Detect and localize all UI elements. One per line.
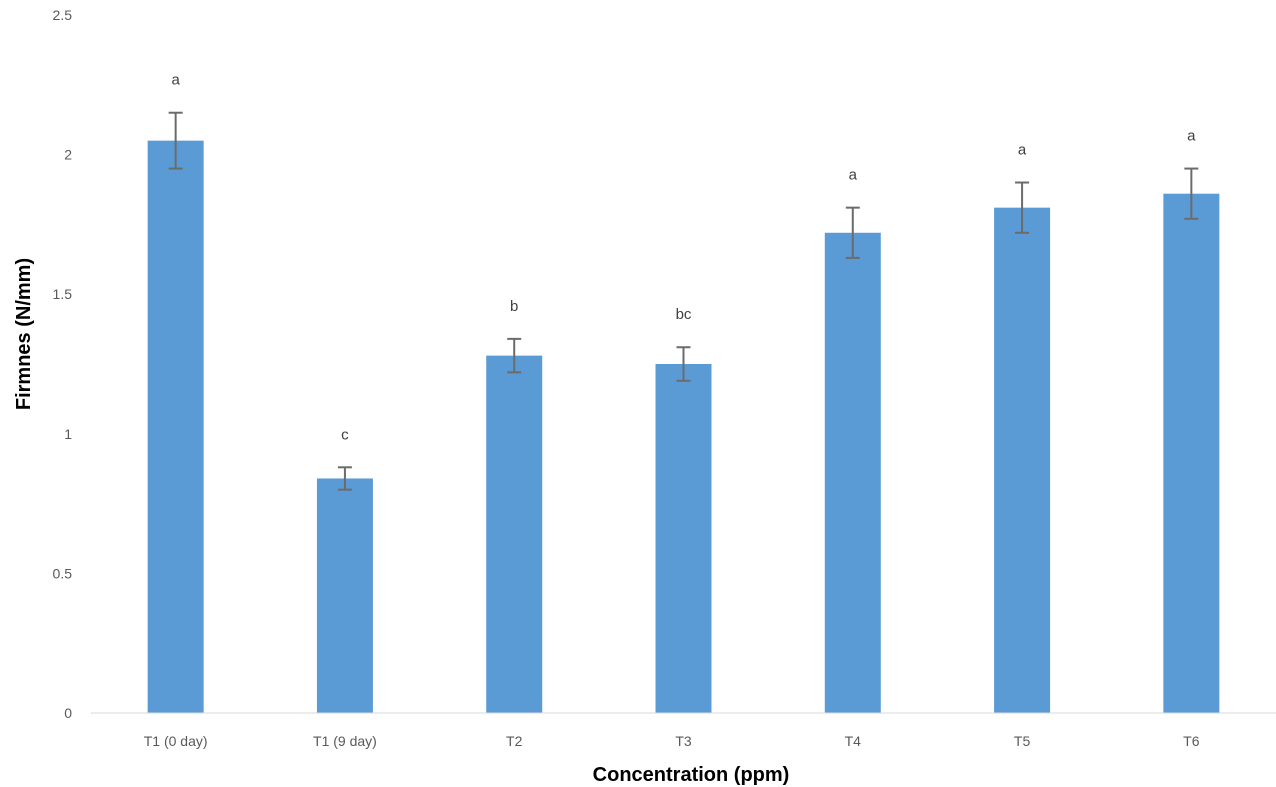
significance-labels: a c b bc a a a	[171, 72, 1196, 444]
y-tick-label: 1	[64, 426, 72, 442]
y-tick-label: 0	[64, 705, 72, 721]
significance-label: a	[171, 72, 180, 89]
significance-label: a	[1018, 142, 1027, 159]
significance-label: a	[849, 167, 858, 184]
bar	[316, 478, 373, 713]
x-tick-label: T2	[506, 733, 523, 749]
significance-label: b	[510, 298, 518, 315]
y-tick-label: 2	[64, 147, 72, 163]
y-tick-label: 1.5	[53, 286, 73, 302]
error-bar	[507, 337, 522, 374]
x-axis-ticks: T1 (0 day) T1 (9 day) T2 T3 T4 T5 T6	[144, 733, 1200, 749]
y-axis-ticks: 0 0.5 1 1.5 2 2.5	[53, 7, 73, 721]
x-axis-title: Concentration (ppm)	[593, 764, 790, 786]
y-tick-label: 0.5	[53, 565, 73, 581]
error-bar	[676, 346, 691, 382]
significance-label: bc	[676, 306, 692, 323]
x-tick-label: T1 (0 day)	[144, 733, 208, 749]
x-tick-label: T5	[1014, 733, 1031, 749]
x-tick-label: T6	[1183, 733, 1200, 749]
error-bar	[1184, 167, 1199, 220]
bar	[486, 355, 543, 713]
error-bar	[1015, 181, 1030, 234]
bar	[655, 364, 712, 713]
x-tick-label: T1 (9 day)	[313, 733, 377, 749]
bar	[994, 207, 1051, 713]
y-tick-label: 2.5	[53, 7, 73, 23]
error-bars	[168, 111, 1199, 491]
significance-label: c	[341, 426, 349, 443]
bar	[1163, 193, 1220, 714]
x-tick-label: T3	[675, 733, 692, 749]
error-bar	[845, 206, 860, 259]
significance-label: a	[1187, 128, 1196, 145]
bar	[824, 232, 881, 713]
bars	[147, 140, 1220, 714]
bar	[147, 140, 204, 713]
y-axis-title: Firmnes (N/mm)	[13, 258, 35, 410]
error-bar	[168, 111, 183, 170]
error-bar	[337, 466, 352, 491]
x-tick-label: T4	[845, 733, 862, 749]
